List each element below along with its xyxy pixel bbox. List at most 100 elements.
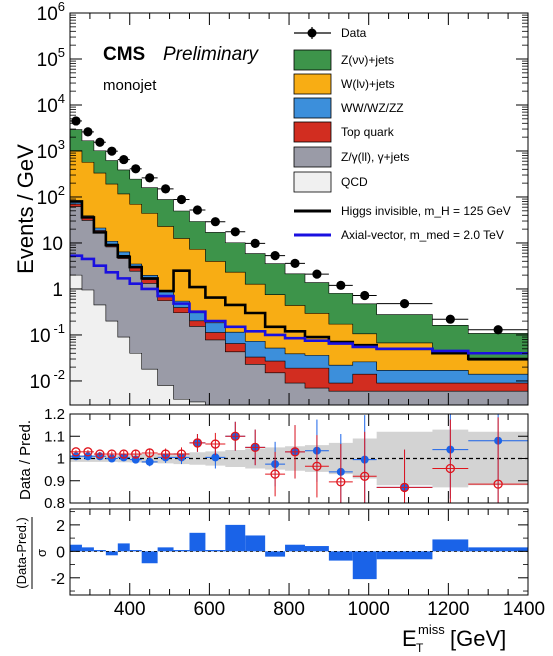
pull-bar — [225, 524, 246, 552]
pull-bar — [265, 551, 286, 557]
y-tick-label: 410 — [37, 91, 65, 117]
svg-text:10: 10 — [29, 372, 50, 393]
pull-label-numerator: (Data-Pred.) — [14, 517, 29, 589]
ratio-y-tick-label: 1.1 — [44, 428, 65, 445]
ratio-point-prefit — [432, 419, 469, 503]
data-point — [225, 227, 246, 237]
ratio-point-prefit — [141, 448, 158, 458]
svg-text:5: 5 — [58, 45, 65, 60]
y-tick-label: 610 — [37, 0, 65, 25]
pull-bar — [328, 551, 353, 561]
svg-text:Z/γ(ll), γ+jets: Z/γ(ll), γ+jets — [341, 150, 409, 164]
data-point — [81, 127, 94, 137]
y-tick-label: -110 — [29, 321, 65, 347]
svg-text:4: 4 — [58, 91, 65, 106]
svg-text:10: 10 — [37, 188, 58, 209]
region-label: monojet — [103, 77, 157, 94]
ratio-point-postfit — [205, 446, 226, 469]
uncertainty-band-fill — [70, 429, 528, 488]
x-axis-label-E: E — [402, 626, 417, 651]
legend-entry-qcd: QCD — [293, 171, 368, 193]
pull-bar — [117, 543, 130, 552]
legend-entry-znunu: Z(νν)+jets — [293, 49, 394, 71]
ratio-point-prefit — [376, 449, 433, 503]
ratio-y-tick-label: 0.9 — [44, 473, 65, 490]
ratio-y-tick-label: 1 — [57, 451, 65, 468]
legend-entry-top: Top quark — [293, 121, 395, 143]
svg-text:WW/WZ/ZZ: WW/WZ/ZZ — [341, 101, 404, 115]
ratio-point-postfit — [141, 457, 158, 467]
ratio-point-prefit — [189, 434, 206, 452]
data-point — [352, 290, 377, 301]
data-point — [157, 184, 174, 194]
ratio-point-prefit — [157, 448, 174, 460]
pull-bar — [205, 550, 226, 552]
ratio-point-prefit — [105, 449, 118, 459]
legend-entry-data: Data — [294, 26, 367, 40]
x-tick-label: 1400 — [503, 599, 545, 620]
pull-bar — [285, 544, 305, 552]
x-axis-label-subscript: T — [416, 641, 424, 655]
svg-text:10: 10 — [37, 50, 58, 71]
svg-text:3: 3 — [58, 137, 65, 152]
data-point — [141, 173, 158, 183]
data-point — [432, 314, 469, 324]
svg-text:Data: Data — [341, 26, 367, 40]
y-tick-label: 310 — [37, 137, 65, 163]
x-axis-label: E T miss [GeV] — [402, 622, 506, 655]
pull-bar — [468, 547, 528, 552]
pull-bar — [245, 535, 266, 552]
svg-text:2: 2 — [58, 183, 65, 198]
pull-bars — [70, 524, 528, 580]
svg-text:Z(νν)+jets: Z(νν)+jets — [341, 53, 394, 67]
data-points — [70, 116, 528, 335]
ratio-point-prefit — [225, 421, 246, 451]
ratio-y-axis-label: Data / Pred. — [17, 420, 34, 500]
x-tick-label: 400 — [114, 599, 146, 620]
svg-text:QCD: QCD — [341, 175, 368, 189]
data-point — [328, 280, 353, 290]
ratio-point-prefit — [285, 425, 305, 479]
data-point — [468, 325, 528, 335]
preliminary-label: Preliminary — [163, 44, 260, 65]
axial-vector-line — [70, 254, 528, 355]
pull-bar — [352, 551, 377, 580]
pull-bar — [432, 539, 469, 552]
svg-text:10: 10 — [42, 234, 63, 255]
ratio-point-prefit — [117, 449, 130, 459]
pull-panel: -2 0 2 400 600 800 1000 1200 1400 (Data-Pred.) … — [14, 508, 545, 655]
y-tick-label: -210 — [29, 367, 65, 393]
y-tick-label: 510 — [37, 45, 65, 71]
svg-text:10: 10 — [37, 4, 58, 25]
pull-y-tick-labels: -2 0 2 — [51, 518, 65, 588]
svg-text:-2: -2 — [53, 367, 65, 382]
pull-bar — [376, 551, 433, 560]
ratio-y-tick-labels: 0.8 0.9 1 1.1 1.2 — [44, 406, 65, 512]
ratio-axis-ticks — [70, 413, 529, 504]
y-tick-label: 210 — [37, 183, 65, 209]
ratio-point-prefit — [468, 417, 528, 503]
data-point — [189, 205, 206, 215]
ratio-points — [70, 414, 528, 503]
x-tick-labels: 400 600 800 1000 1200 1400 — [114, 599, 545, 620]
ratio-point-postfit — [117, 453, 130, 462]
ratio-point-prefit — [129, 449, 142, 459]
x-tick-label: 1000 — [348, 599, 390, 620]
data-point — [265, 251, 286, 261]
pull-y-tick-label: 0 — [56, 544, 65, 561]
ratio-point-prefit — [173, 447, 190, 461]
svg-text:10: 10 — [37, 96, 58, 117]
pull-y-axis-label: (Data-Pred.) σ — [14, 517, 49, 589]
svg-text:Higgs invisible, m_H = 125 GeV: Higgs invisible, m_H = 125 GeV — [341, 204, 511, 218]
data-point — [205, 217, 226, 227]
cms-label: CMS — [103, 44, 145, 65]
data-point — [173, 194, 190, 205]
ratio-point-prefit — [304, 435, 329, 498]
legend-entry-axial: Axial-vector, m_med = 2.0 TeV — [294, 228, 504, 242]
pull-y-tick-label: 2 — [56, 518, 65, 535]
x-axis-label-superscript: miss — [418, 622, 445, 637]
ratio-y-tick-label: 0.8 — [44, 495, 65, 512]
data-point — [304, 269, 329, 279]
